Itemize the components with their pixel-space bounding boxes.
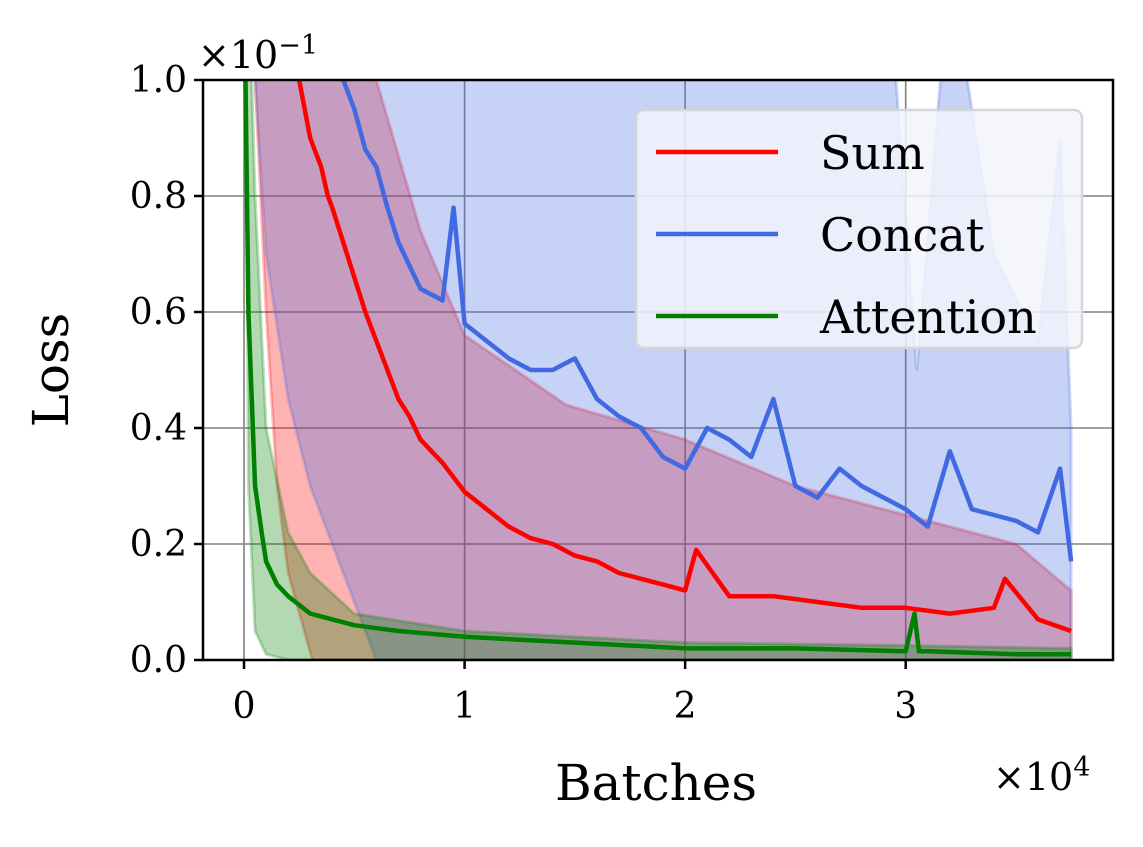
x-tick-label: 1 (453, 686, 476, 727)
legend-item-concat: Concat (656, 208, 985, 262)
y-tick-label: 0.4 (130, 408, 187, 449)
y-axis-ticks: 0.0 0.2 0.4 0.6 0.8 1.0 (130, 60, 203, 681)
legend-label: Sum (820, 126, 925, 180)
legend: Sum Concat Attention (634, 108, 1084, 350)
x-tick-label: 2 (674, 686, 697, 727)
y-tick-label: 0.6 (130, 292, 187, 333)
y-tick-label: 0.8 (130, 176, 187, 217)
y-tick-label: 1.0 (130, 60, 187, 101)
y-tick-label: 0.0 (130, 640, 187, 681)
legend-box (634, 108, 1084, 350)
sum-line (296, 80, 1072, 634)
plot-frame (201, 78, 1115, 662)
legend-item-sum: Sum (656, 126, 925, 180)
x-axis-multiplier: ×104 (993, 752, 1090, 799)
x-axis-label: Batches (555, 754, 757, 812)
sum-band (253, 80, 1073, 660)
y-tick-label: 0.2 (130, 524, 187, 565)
y-axis-label: Loss (22, 313, 80, 428)
attention-line (243, 80, 1072, 657)
legend-label: Attention (819, 290, 1037, 344)
y-axis-multiplier: ×10−1 (198, 30, 318, 77)
x-tick-label: 3 (894, 686, 917, 727)
legend-item-attention: Attention (656, 290, 1037, 344)
legend-label: Concat (820, 208, 985, 262)
series-lines (243, 80, 1074, 657)
concat-line (341, 80, 1074, 562)
x-tick-label: 0 (233, 686, 256, 727)
x-axis-ticks: 0 1 2 3 (233, 660, 917, 727)
